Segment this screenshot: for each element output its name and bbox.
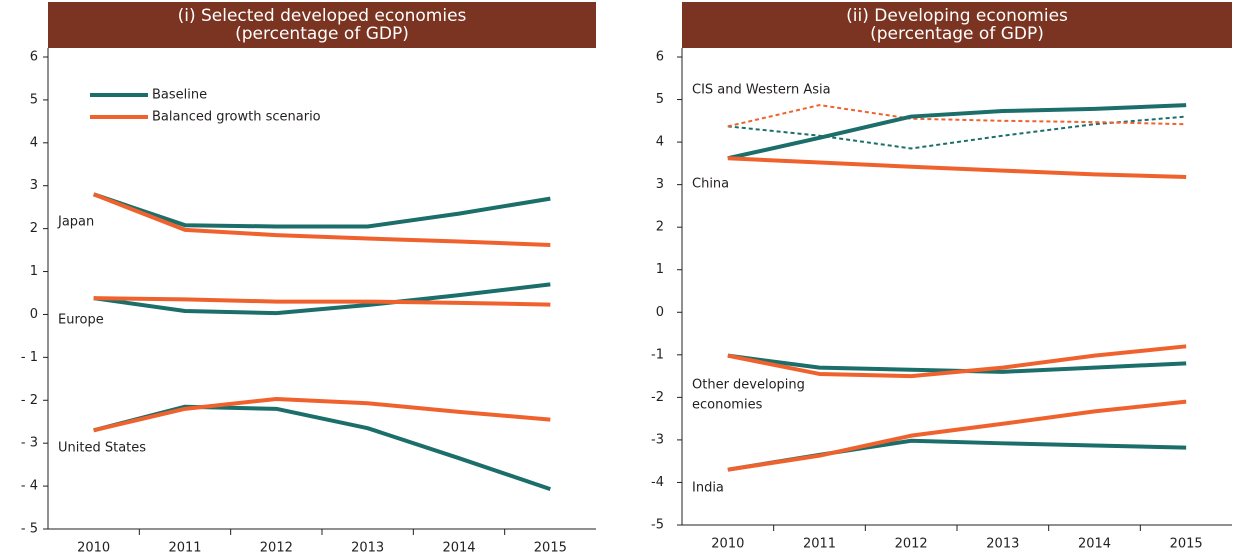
y-tick-label: 0: [30, 307, 38, 322]
series-label: India: [692, 481, 724, 496]
legend-label: Baseline: [152, 88, 207, 103]
header-bar: [48, 2, 596, 48]
balanced-line: [93, 396, 551, 433]
x-tick-label: 2015: [534, 541, 567, 556]
y-tick-label: 2: [656, 220, 664, 235]
x-tick-label: 2012: [260, 541, 293, 556]
series-label: Japan: [57, 215, 94, 230]
x-tick-label: 2014: [442, 541, 475, 556]
y-tick-label: - 5: [21, 522, 38, 537]
y-tick-label: 6: [30, 50, 38, 65]
series-label: United States: [58, 441, 146, 456]
y-tick-label: 5: [30, 92, 38, 107]
y-tick-label: 4: [30, 135, 38, 150]
x-tick-label: 2010: [711, 537, 744, 552]
y-tick-label: - 4: [21, 479, 38, 494]
y-tick-label: 6: [656, 50, 664, 65]
balanced-line: [727, 399, 1187, 472]
balanced-line: [93, 296, 551, 307]
chart-subtitle: (percentage of GDP): [870, 24, 1044, 44]
balanced-line: [727, 104, 1187, 128]
baseline-line: [727, 103, 1187, 161]
x-tick-label: 2013: [986, 537, 1019, 552]
y-tick-label: 4: [656, 135, 664, 150]
series-label: CIS and Western Asia: [692, 83, 831, 98]
baseline-line: [93, 282, 551, 316]
y-tick-label: 5: [656, 92, 664, 107]
y-tick-label: 0: [656, 305, 664, 320]
balanced-line: [727, 344, 1187, 379]
series-label: economies: [692, 398, 763, 413]
legend-label: Balanced growth scenario: [152, 110, 321, 125]
x-tick-label: 2011: [168, 541, 201, 556]
header-bar: [682, 2, 1232, 48]
x-tick-label: 2015: [1170, 537, 1203, 552]
y-tick-label: 3: [656, 177, 664, 192]
chart-title: (i) Selected developed economies: [178, 6, 467, 26]
series-label: China: [692, 177, 729, 192]
y-tick-label: 1: [30, 264, 38, 279]
y-tick-label: - 3: [21, 436, 38, 451]
y-tick-label: - 1: [21, 350, 38, 365]
baseline-line: [727, 438, 1187, 472]
y-tick-label: -4: [651, 475, 664, 490]
series-label: Other developing: [692, 378, 805, 393]
y-tick-label: 3: [30, 178, 38, 193]
x-tick-label: 2010: [77, 541, 110, 556]
baseline-line: [93, 404, 551, 491]
balanced-line: [92, 192, 551, 247]
x-tick-label: 2014: [1078, 537, 1111, 552]
series-label: Europe: [58, 313, 104, 328]
y-tick-label: 1: [656, 262, 664, 277]
balanced-line: [727, 156, 1187, 179]
x-tick-label: 2012: [895, 537, 928, 552]
baseline-line: [93, 192, 551, 229]
x-tick-label: 2011: [803, 537, 836, 552]
y-tick-label: -1: [651, 347, 664, 362]
chart-subtitle: (percentage of GDP): [235, 24, 409, 44]
y-tick-label: 2: [30, 221, 38, 236]
x-tick-label: 2013: [351, 541, 384, 556]
y-tick-label: -2: [651, 390, 664, 405]
y-tick-label: - 2: [21, 393, 38, 408]
chart-title: (ii) Developing economies: [846, 6, 1068, 26]
y-tick-label: -3: [651, 432, 664, 447]
y-tick-label: -5: [651, 518, 664, 533]
